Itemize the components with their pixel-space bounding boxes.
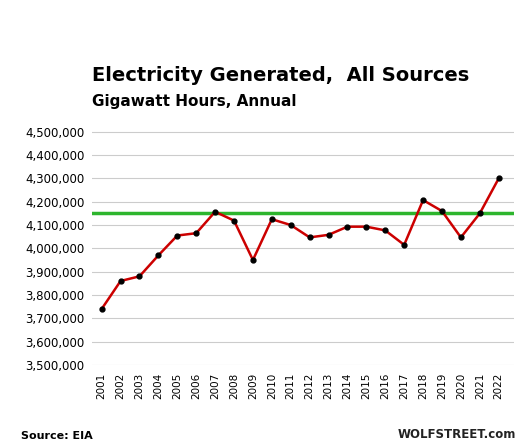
Text: Source: EIA: Source: EIA	[21, 431, 93, 441]
Text: Electricity Generated,  All Sources: Electricity Generated, All Sources	[92, 66, 470, 85]
Text: WOLFSTREET.com: WOLFSTREET.com	[398, 428, 516, 441]
Text: Gigawatt Hours, Annual: Gigawatt Hours, Annual	[92, 94, 297, 109]
